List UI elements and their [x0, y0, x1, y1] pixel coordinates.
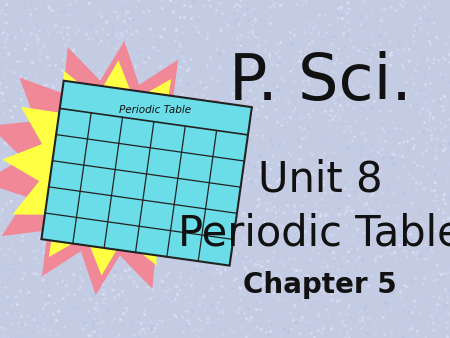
- Point: [50, 220, 55, 224]
- Point: [176, 114, 181, 118]
- Polygon shape: [0, 41, 237, 295]
- Point: [239, 114, 245, 118]
- Text: Periodic Table: Periodic Table: [120, 105, 192, 115]
- Line: 2 pts: 2 pts: [167, 126, 185, 257]
- Text: P. Sci.: P. Sci.: [229, 51, 411, 113]
- Point: [50, 114, 55, 118]
- Point: [207, 246, 213, 250]
- Point: [50, 167, 55, 171]
- Line: 2 pts: 2 pts: [135, 122, 154, 252]
- Point: [239, 140, 245, 144]
- Point: [144, 246, 150, 250]
- Line: 2 pts: 2 pts: [56, 135, 244, 161]
- Text: Chapter 5: Chapter 5: [243, 271, 397, 299]
- Point: [207, 114, 213, 118]
- Line: 2 pts: 2 pts: [198, 130, 216, 261]
- FancyBboxPatch shape: [41, 81, 252, 266]
- Line: 2 pts: 2 pts: [49, 187, 237, 213]
- Point: [50, 193, 55, 197]
- Point: [144, 114, 150, 118]
- Point: [239, 167, 245, 171]
- Point: [239, 220, 245, 224]
- Line: 2 pts: 2 pts: [45, 213, 233, 239]
- Text: Periodic Table: Periodic Table: [178, 213, 450, 255]
- Text: Unit 8: Unit 8: [258, 159, 382, 201]
- Point: [176, 246, 181, 250]
- Line: 2 pts: 2 pts: [104, 117, 122, 248]
- Line: 2 pts: 2 pts: [60, 108, 248, 135]
- Point: [50, 140, 55, 144]
- Point: [81, 246, 86, 250]
- Point: [112, 114, 118, 118]
- Polygon shape: [2, 60, 218, 276]
- Point: [112, 246, 118, 250]
- Point: [81, 114, 86, 118]
- Point: [239, 193, 245, 197]
- Line: 2 pts: 2 pts: [53, 161, 241, 187]
- Line: 2 pts: 2 pts: [73, 113, 91, 244]
